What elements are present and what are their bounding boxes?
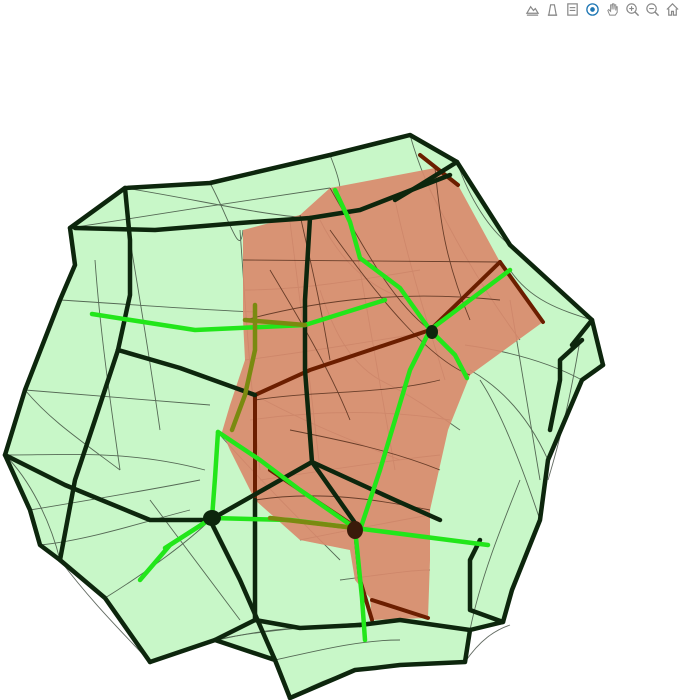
zoom-in-button[interactable]	[622, 0, 642, 18]
shadowed-green-paths	[229, 302, 358, 531]
list-icon	[566, 2, 578, 16]
zoom-out-icon	[645, 2, 659, 16]
zoom-in-icon	[625, 2, 639, 16]
vertex-markers	[203, 325, 438, 539]
orbit-rotation-button[interactable]	[582, 0, 602, 18]
vertex-marker	[347, 521, 363, 539]
vertex-marker	[203, 510, 221, 526]
highlighted-face	[222, 168, 543, 620]
camera-icon	[525, 5, 539, 16]
reset-camera-button[interactable]	[662, 0, 682, 18]
zoom-3d-button[interactable]	[542, 0, 562, 18]
modebar	[522, 0, 684, 18]
download-plot-button[interactable]	[522, 0, 542, 18]
zoom-out-button[interactable]	[642, 0, 662, 18]
orbit-icon	[585, 2, 599, 16]
vertex-marker	[426, 325, 438, 339]
body-edges	[2, 132, 606, 700]
zoom-3d-icon	[547, 3, 557, 16]
home-icon	[665, 2, 679, 16]
green-paths	[89, 187, 513, 643]
hand-icon	[606, 2, 618, 16]
pan-3d-button[interactable]	[562, 0, 582, 18]
pan-button[interactable]	[602, 0, 622, 18]
